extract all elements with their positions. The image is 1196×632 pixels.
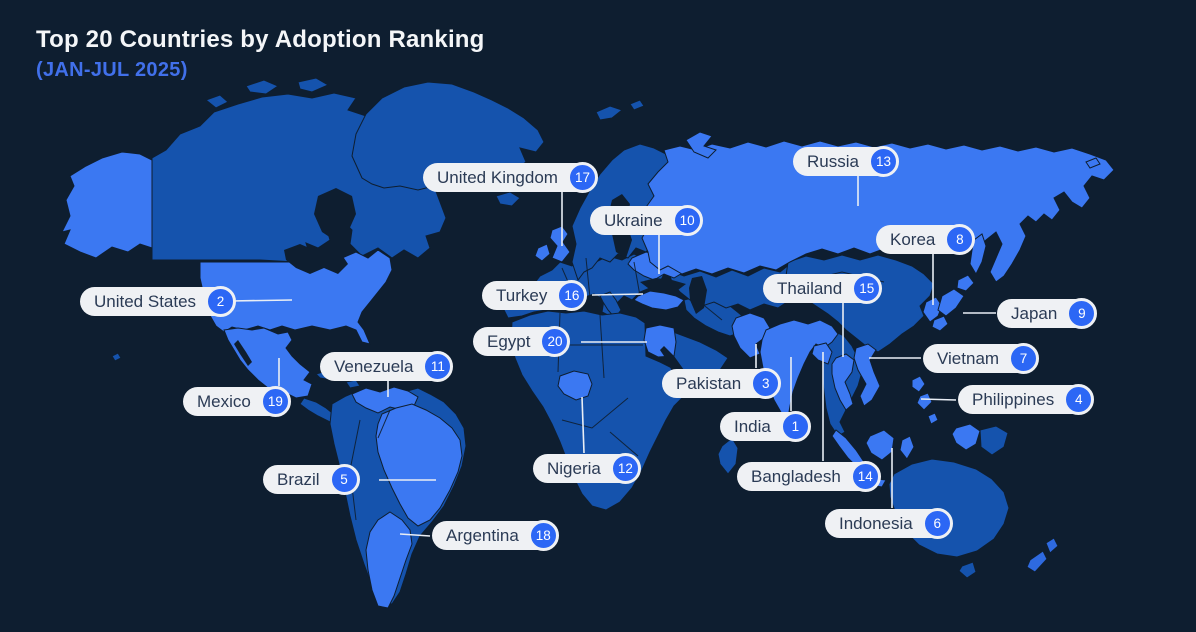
country-japan — [956, 274, 975, 292]
country-australia — [888, 458, 1010, 558]
arctic-island — [297, 77, 330, 93]
country-indonesia — [951, 423, 981, 451]
country-greenland — [351, 81, 545, 191]
island-chukotka — [1085, 157, 1101, 169]
great-lakes — [284, 244, 348, 274]
country-png — [979, 425, 1009, 456]
country-brazil — [375, 403, 463, 527]
country-japan — [931, 315, 949, 332]
country-vietnam — [853, 343, 881, 407]
country-thailand — [831, 353, 855, 411]
country-indonesia — [849, 473, 887, 488]
island-svalbard — [629, 99, 645, 111]
arctic-island — [204, 94, 229, 109]
country-japan — [937, 288, 965, 317]
country-new-zealand — [1026, 550, 1048, 573]
island-sri-lanka — [797, 423, 811, 441]
island-madagascar — [717, 437, 739, 475]
black-sea — [640, 278, 686, 290]
hudson-bay — [314, 188, 356, 240]
island-hispaniola — [345, 379, 361, 389]
country-nigeria — [557, 370, 593, 401]
country-new-zealand — [1045, 537, 1059, 554]
country-united-states — [199, 247, 393, 345]
island-svalbard — [595, 105, 624, 121]
country-ireland — [534, 243, 551, 262]
country-indonesia — [831, 429, 865, 469]
country-indonesia — [865, 429, 895, 461]
island-hawaii — [111, 352, 122, 362]
country-united-kingdom — [549, 225, 571, 263]
island-tasmania — [958, 561, 977, 579]
country-iceland — [495, 191, 521, 207]
country-egypt — [643, 324, 677, 358]
title-block: Top 20 Countries by Adoption Ranking (JA… — [36, 26, 485, 82]
country-turkey — [633, 290, 685, 311]
page-subtitle: (JAN-JUL 2025) — [36, 58, 188, 81]
country-philippines — [916, 392, 933, 411]
arctic-island — [245, 79, 280, 95]
country-alaska — [61, 151, 153, 259]
country-mexico — [223, 327, 313, 399]
country-bangladesh — [811, 342, 833, 365]
country-philippines — [911, 375, 926, 393]
page-title: Top 20 Countries by Adoption Ranking — [36, 26, 485, 53]
country-russia — [641, 140, 1115, 283]
gulf-of-california — [234, 340, 252, 366]
country-korea — [922, 296, 943, 323]
country-indonesia — [899, 435, 915, 460]
island-novaya-zemlya — [685, 131, 717, 159]
country-pakistan — [731, 312, 771, 359]
island-cuba — [315, 369, 344, 381]
country-philippines — [927, 412, 939, 425]
